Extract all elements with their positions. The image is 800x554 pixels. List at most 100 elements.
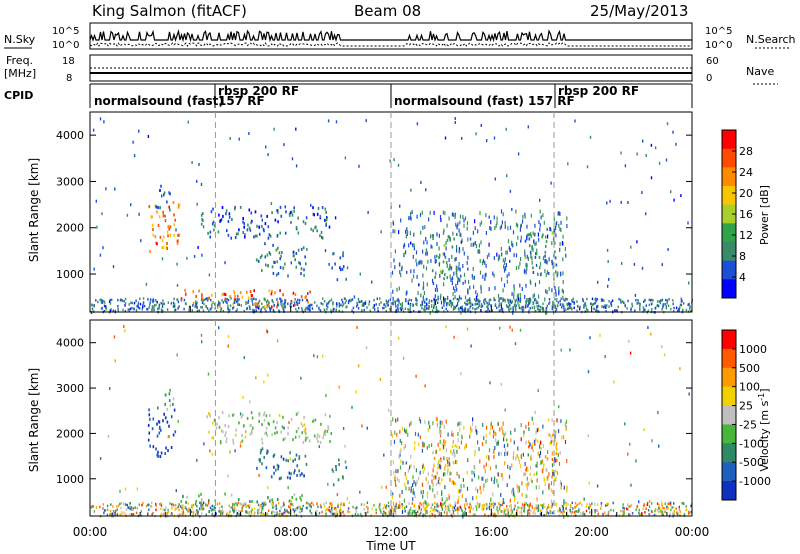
colorbar-tick-label: 12 bbox=[739, 229, 753, 242]
echo-cell bbox=[639, 304, 641, 307]
echo-cell bbox=[162, 419, 164, 423]
echo-cell bbox=[266, 329, 268, 333]
echo-cell bbox=[493, 296, 495, 301]
echo-cell bbox=[439, 429, 441, 434]
echo-cell bbox=[542, 466, 544, 470]
echo-cell bbox=[497, 472, 499, 477]
echo-cell bbox=[667, 502, 669, 505]
echo-cell bbox=[433, 493, 435, 498]
echo-cell bbox=[309, 306, 311, 309]
echo-cell bbox=[410, 421, 412, 426]
echo-cell bbox=[404, 507, 406, 510]
echo-cell bbox=[196, 306, 198, 309]
echo-cell bbox=[633, 262, 636, 266]
echo-cell bbox=[399, 500, 401, 505]
echo-cell bbox=[576, 300, 578, 303]
echo-cell bbox=[234, 294, 236, 298]
ytick-label: 4000 bbox=[56, 129, 84, 142]
echo-cell bbox=[209, 235, 211, 239]
echo-cell bbox=[436, 242, 438, 246]
echo-cell bbox=[411, 511, 413, 516]
echo-cell bbox=[112, 265, 115, 269]
echo-cell bbox=[467, 267, 469, 271]
echo-cell bbox=[284, 231, 287, 235]
echo-cell bbox=[556, 221, 558, 226]
echo-cell bbox=[516, 453, 518, 458]
echo-cell bbox=[480, 220, 483, 225]
echo-cell bbox=[293, 301, 296, 304]
echo-cell bbox=[280, 300, 282, 303]
echo-cell bbox=[201, 301, 204, 304]
echo-cell bbox=[405, 476, 407, 481]
echo-cell bbox=[355, 305, 358, 308]
echo-cell bbox=[503, 283, 506, 288]
echo-cell bbox=[541, 509, 543, 514]
echo-cell bbox=[124, 297, 127, 301]
echo-cell bbox=[174, 305, 176, 308]
echo-cell bbox=[358, 300, 360, 304]
echo-cell bbox=[221, 411, 224, 415]
echo-cell bbox=[236, 503, 238, 507]
echo-cell bbox=[105, 187, 107, 191]
echo-cell bbox=[361, 304, 364, 307]
echo-cell bbox=[461, 136, 463, 140]
echo-cell bbox=[208, 273, 211, 277]
echo-cell bbox=[486, 503, 488, 508]
echo-cell bbox=[205, 513, 207, 517]
echo-cell bbox=[398, 230, 400, 235]
echo-cell bbox=[654, 306, 656, 310]
echo-cell bbox=[661, 510, 664, 514]
echo-cell bbox=[533, 293, 535, 298]
echo-cell bbox=[153, 304, 156, 307]
echo-cell bbox=[200, 502, 202, 505]
echo-cell bbox=[504, 461, 506, 466]
echo-cell bbox=[444, 466, 446, 471]
echo-cell bbox=[445, 261, 448, 265]
echo-cell bbox=[271, 305, 273, 309]
echo-cell bbox=[342, 265, 345, 269]
colorbar-segment bbox=[722, 148, 736, 168]
echo-cell bbox=[444, 273, 446, 277]
echo-cell bbox=[452, 480, 454, 484]
echo-cell bbox=[301, 472, 303, 476]
echo-cell bbox=[296, 310, 298, 313]
echo-cell bbox=[227, 220, 230, 223]
nave-bottom-tick: 0 bbox=[706, 73, 712, 84]
echo-cell bbox=[279, 231, 281, 235]
echo-cell bbox=[332, 252, 334, 256]
echo-cell bbox=[620, 509, 622, 513]
echo-cell bbox=[466, 501, 468, 506]
echo-cell bbox=[413, 480, 415, 485]
echo-cell bbox=[439, 458, 441, 462]
echo-cell bbox=[317, 206, 320, 210]
echo-cell bbox=[562, 504, 565, 507]
echo-cell bbox=[583, 497, 585, 501]
echo-cell bbox=[424, 507, 426, 510]
echo-cell bbox=[438, 233, 440, 238]
echo-cell bbox=[275, 468, 277, 472]
echo-cell bbox=[243, 356, 245, 360]
echo-cell bbox=[271, 510, 273, 514]
echo-cell bbox=[391, 506, 393, 509]
echo-cell bbox=[506, 438, 508, 442]
echo-cell bbox=[594, 509, 596, 512]
echo-cell bbox=[530, 477, 532, 482]
echo-cell bbox=[556, 471, 558, 476]
echo-cell bbox=[385, 505, 387, 509]
echo-cell bbox=[301, 509, 303, 513]
echo-cell bbox=[345, 466, 348, 470]
echo-cell bbox=[562, 509, 564, 512]
echo-cell bbox=[422, 490, 424, 494]
echo-cell bbox=[407, 300, 409, 303]
echo-cell bbox=[560, 297, 562, 300]
echo-cell bbox=[200, 222, 203, 226]
echo-cell bbox=[644, 511, 646, 514]
echo-cell bbox=[322, 297, 324, 300]
echo-cell bbox=[431, 512, 433, 516]
echo-cell bbox=[555, 292, 557, 297]
echo-cell bbox=[453, 271, 455, 276]
echo-cell bbox=[462, 478, 464, 482]
echo-cell bbox=[651, 510, 653, 514]
echo-cell bbox=[406, 270, 408, 274]
echo-cell bbox=[594, 298, 596, 301]
